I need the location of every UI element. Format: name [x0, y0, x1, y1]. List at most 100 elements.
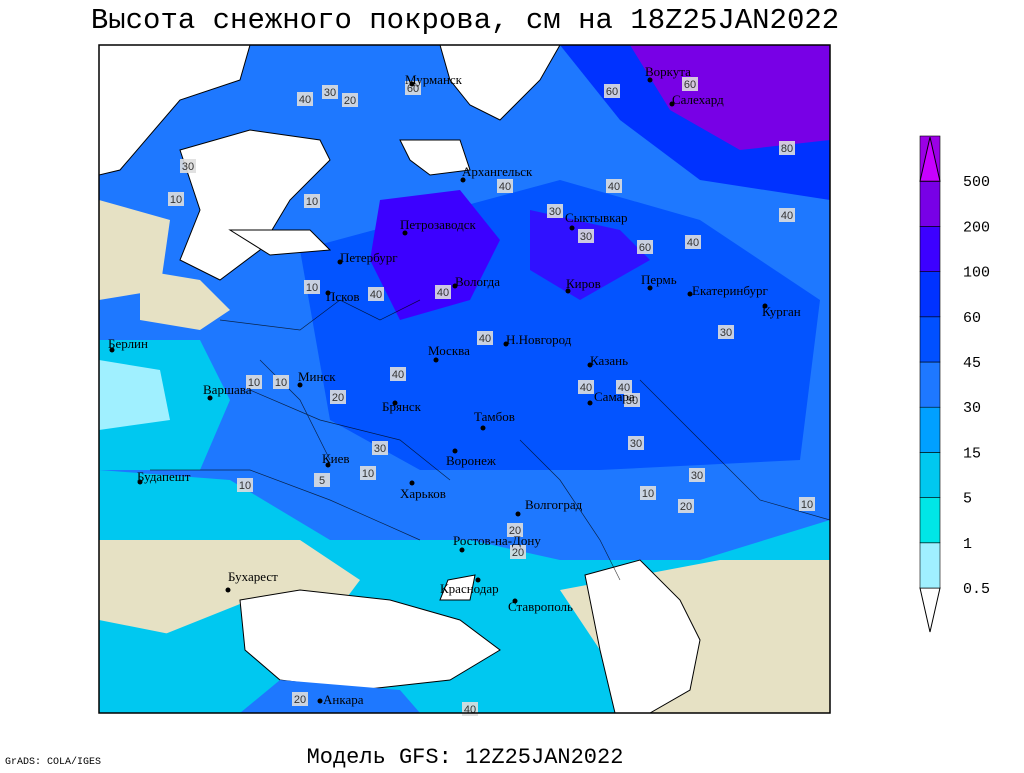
city-label: Ростов-на-Дону	[453, 533, 541, 548]
contour-label: 40	[299, 94, 311, 106]
credit: GrADS: COLA/IGES	[5, 756, 101, 768]
city-dot	[587, 362, 593, 368]
contour-label-box	[606, 179, 622, 193]
contour-label: 10	[306, 196, 318, 208]
title: Высота снежного покрова, см на 18Z25JAN2…	[91, 4, 839, 37]
city-label: Псков	[326, 289, 359, 304]
colorbar-band	[919, 271, 941, 318]
city-dot	[460, 177, 466, 183]
contour-label: 40	[608, 181, 620, 193]
contour-label: 10	[170, 194, 182, 206]
city-dot	[402, 230, 408, 236]
contour-label: 30	[549, 206, 561, 218]
colorbar-cap	[919, 137, 941, 182]
city-dot	[409, 480, 415, 486]
colorbar-label: 30	[963, 400, 981, 417]
contour-label: 10	[239, 480, 251, 492]
contour-label: 20	[294, 694, 306, 706]
colorbar-label: 45	[963, 355, 981, 372]
contour-label: 40	[618, 382, 630, 394]
contour-label-box	[322, 85, 338, 99]
colorbar-band	[919, 406, 941, 453]
city-label: Киров	[566, 276, 601, 291]
contour-label-box	[578, 229, 594, 243]
contour-label-box	[360, 466, 376, 480]
city-dot	[512, 598, 518, 604]
contour-label: 20	[680, 501, 692, 513]
city-dot	[337, 259, 343, 265]
contour-label-box	[507, 523, 523, 537]
contour-label-box	[628, 436, 644, 450]
city-label: Бухарест	[228, 569, 278, 584]
contour-label: 40	[370, 289, 382, 301]
city-dot	[325, 290, 331, 296]
city-label: Курган	[762, 304, 801, 319]
contour-label-box	[368, 287, 384, 301]
contour-label-box	[297, 92, 313, 106]
contour-label-box	[435, 285, 451, 299]
contour-label: 20	[344, 95, 356, 107]
city-dot	[433, 357, 439, 363]
city-label: Тамбов	[474, 409, 515, 424]
contour-label: 5	[319, 475, 325, 487]
contour-label: 40	[580, 382, 592, 394]
contour-label-box	[779, 141, 795, 155]
contour-label: 30	[182, 161, 194, 173]
city-dot	[669, 101, 675, 107]
map	[99, 45, 830, 713]
contour-label-box	[477, 331, 493, 345]
city-label: Харьков	[400, 486, 446, 501]
city-dot	[587, 400, 593, 406]
city-dot	[325, 462, 331, 468]
city-label: Москва	[428, 343, 470, 358]
map-frame	[98, 44, 831, 714]
city-label: Мурманск	[405, 72, 463, 87]
city-label: Н.Новгород	[506, 332, 572, 347]
contour-label-box	[510, 545, 526, 559]
city-dot	[297, 382, 303, 388]
contour-label: 40	[437, 287, 449, 299]
city-dot	[475, 577, 481, 583]
city-dot	[647, 285, 653, 291]
city-dot	[207, 395, 213, 401]
city-label: Ставрополь	[508, 599, 573, 614]
contour-label-box	[799, 497, 815, 511]
contour-label: 40	[687, 237, 699, 249]
city-dot	[515, 511, 521, 517]
contour-label: 10	[275, 377, 287, 389]
contour-label-box	[168, 192, 184, 206]
colorbar-band	[919, 452, 941, 498]
city-dot	[687, 291, 693, 297]
city-label: Сыктывкар	[565, 210, 628, 225]
contour-label-box	[304, 194, 320, 208]
colorbar-label: 100	[963, 265, 990, 282]
city-dot	[317, 698, 323, 704]
contour-label-box	[246, 375, 262, 389]
contour-label: 60	[639, 242, 651, 254]
contour-label-box	[304, 280, 320, 294]
contour-label-box	[718, 325, 734, 339]
city-label: Вологда	[455, 274, 500, 289]
contour-label-box	[624, 393, 640, 407]
contour-label-box	[604, 84, 620, 98]
contour-label: 30	[580, 231, 592, 243]
contour-label-box	[405, 81, 421, 95]
contour-label-box	[689, 468, 705, 482]
contour-label-box	[314, 473, 330, 487]
colorbar-cap	[919, 587, 941, 633]
city-label: Екатеринбург	[692, 283, 768, 298]
contour-label: 30	[626, 395, 638, 407]
city-dot	[565, 288, 571, 294]
contour-label: 30	[324, 87, 336, 99]
contour-label-box	[640, 486, 656, 500]
colorbar-label: 15	[963, 445, 981, 462]
contour-label-box	[237, 478, 253, 492]
contour-label: 10	[362, 468, 374, 480]
contour-label: 30	[630, 438, 642, 450]
contour-label: 80	[781, 143, 793, 155]
city-label: Воркута	[645, 64, 691, 79]
colorbar-band	[919, 361, 941, 408]
city-dot	[452, 448, 458, 454]
colorbar-label: 60	[963, 310, 981, 327]
